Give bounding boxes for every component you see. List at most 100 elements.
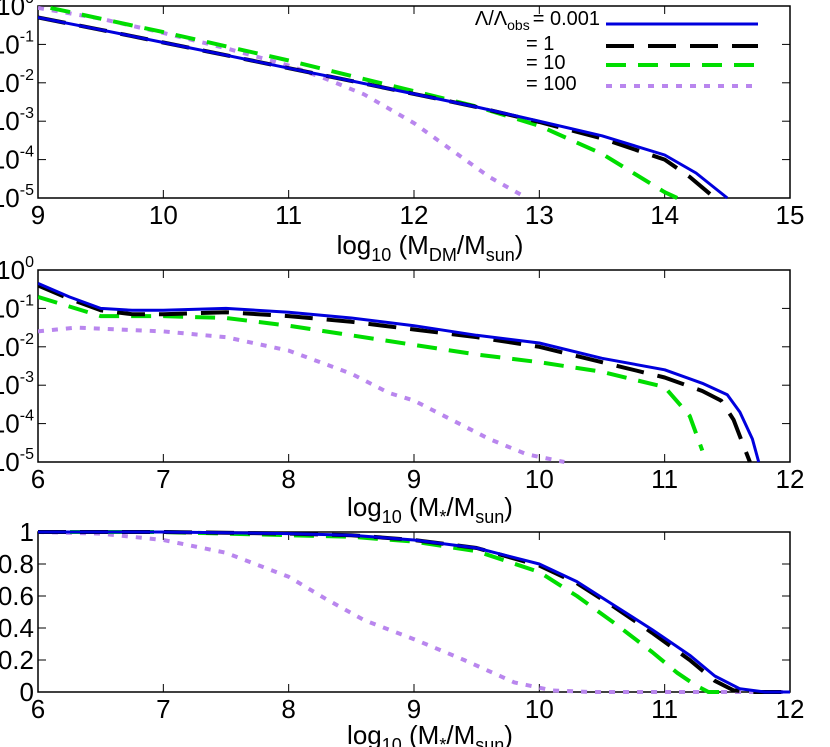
x-axis-label-subscript: * [439, 735, 446, 747]
y-tick-exponent: -3 [20, 105, 34, 122]
y-tick-label: 100 [0, 254, 34, 285]
x-axis-label: log10 (M*/Msun) [347, 492, 513, 527]
y-tick-exponent: -5 [20, 446, 34, 463]
y-tick-label: 10-3 [0, 105, 34, 136]
y-tick-label: 10-5 [0, 182, 34, 213]
y-tick-base: 0.6 [0, 581, 34, 611]
x-tick-label: 9 [407, 694, 421, 724]
x-tick-label: 9 [31, 200, 45, 230]
x-axis-label-subscript: * [439, 507, 446, 527]
x-tick-label: 11 [275, 200, 302, 230]
y-tick-exponent: -4 [20, 408, 34, 425]
x-axis-label: log10 (M*/Msun) [347, 720, 513, 747]
y-tick-label: 10-1 [0, 292, 34, 323]
y-tick-base: 10 [0, 106, 20, 136]
plot-frame [37, 531, 791, 693]
plot-frame [37, 5, 791, 199]
y-tick-exponent: -2 [20, 331, 34, 348]
y-tick-label: 10-4 [0, 144, 34, 175]
x-axis-label: log10 (MDM/Msun) [337, 230, 524, 265]
x-axis-label-subscript: 10 [382, 507, 402, 527]
x-axis-label-subscript: sun [486, 245, 515, 265]
y-tick-label: 10-2 [0, 331, 34, 362]
x-axis-label-part: ) [515, 230, 524, 260]
y-tick-base: 10 [0, 68, 20, 98]
x-tick-label: 7 [156, 464, 170, 494]
legend-entry-label: = 1 [526, 33, 554, 55]
legend-title-prefix: Λ/Λ [475, 8, 508, 30]
y-tick-base: 10 [0, 183, 20, 213]
x-tick-label: 11 [651, 694, 678, 724]
panels: 910111213141510010-110-210-310-410-5log1… [0, 0, 804, 747]
legend-entry-label: = 100 [526, 73, 577, 95]
y-tick-exponent: -1 [20, 292, 34, 309]
series-line [38, 530, 790, 694]
x-axis-label-subscript: 10 [382, 735, 402, 747]
x-axis-label-part: (M [402, 720, 440, 747]
x-axis-label-subscript: DM [429, 245, 457, 265]
y-tick-base: 10 [0, 447, 20, 477]
y-tick-label: 10-2 [0, 67, 34, 98]
x-axis-label-subscript: 10 [371, 245, 391, 265]
y-tick-label: 0.6 [0, 581, 34, 611]
x-tick-label: 8 [281, 464, 295, 494]
x-tick-label: 9 [407, 464, 421, 494]
y-tick-base: 10 [0, 332, 20, 362]
y-tick-base: 1 [20, 517, 34, 547]
y-tick-exponent: 0 [25, 254, 34, 271]
y-tick-exponent: -5 [20, 182, 34, 199]
y-tick-label: 10-4 [0, 408, 34, 439]
y-tick-exponent: -1 [20, 28, 34, 45]
y-tick-exponent: -4 [20, 144, 34, 161]
y-tick-label: 10-3 [0, 369, 34, 400]
y-tick-label: 0 [20, 677, 34, 707]
series-line [38, 282, 761, 463]
x-axis-label-subscript: sun [475, 507, 504, 527]
series-line [38, 325, 565, 464]
y-tick-base: 0.2 [0, 645, 34, 675]
y-tick-exponent: -3 [20, 369, 34, 386]
plot-frame [37, 269, 791, 463]
legend-entry-label: = 10 [526, 52, 565, 74]
y-tick-label: 1 [20, 517, 34, 547]
y-tick-label: 100 [0, 0, 34, 21]
y-tick-label: 10-1 [0, 28, 34, 59]
x-tick-label: 10 [525, 464, 554, 494]
series-line [38, 530, 790, 694]
y-tick-base: 0 [20, 677, 34, 707]
y-tick-base: 10 [0, 0, 25, 21]
x-tick-label: 8 [281, 694, 295, 724]
x-axis-label-part: log [337, 230, 372, 260]
y-tick-base: 0.8 [0, 549, 34, 579]
y-tick-base: 0.4 [0, 613, 34, 643]
x-tick-label: 12 [400, 200, 429, 230]
y-tick-base: 10 [0, 29, 20, 59]
x-axis-label-part: log [347, 720, 382, 747]
x-tick-label: 11 [651, 464, 678, 494]
x-axis-label-part: (M [402, 492, 440, 522]
x-axis-label-part: ) [504, 720, 513, 747]
y-tick-base: 10 [0, 255, 25, 285]
x-axis-label-part: /M [446, 720, 475, 747]
x-tick-label: 7 [156, 694, 170, 724]
y-tick-exponent: -2 [20, 67, 34, 84]
series-line [50, 5, 679, 200]
x-axis-label-subscript: sun [475, 735, 504, 747]
x-tick-label: 15 [776, 200, 805, 230]
series-line [38, 5, 528, 200]
series-line [38, 530, 790, 694]
legend: Λ/Λobs = 0.001 = 1 = 10 = 100 [475, 8, 758, 95]
y-tick-base: 10 [0, 293, 20, 323]
x-tick-label: 10 [525, 694, 554, 724]
series-line [38, 283, 752, 463]
series-line [38, 16, 729, 200]
legend-title-subscript: obs [507, 17, 530, 33]
x-axis-label-part: log [347, 492, 382, 522]
x-tick-label: 12 [776, 694, 805, 724]
x-tick-label: 10 [149, 200, 178, 230]
x-axis-label-part: /M [446, 492, 475, 522]
y-tick-label: 0.2 [0, 645, 34, 675]
